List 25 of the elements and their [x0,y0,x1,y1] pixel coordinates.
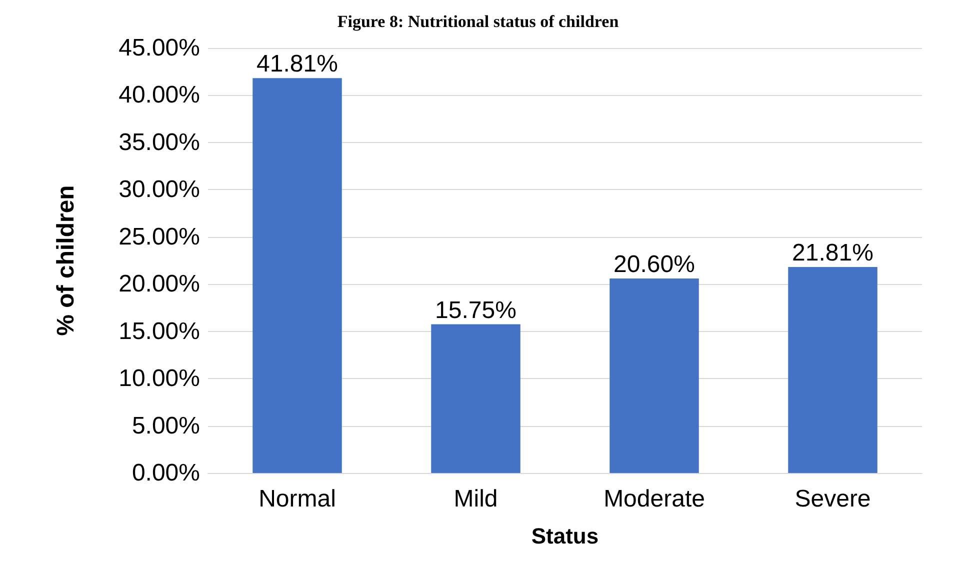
data-label: 41.81% [256,50,338,78]
x-axis-title: Status [531,524,599,548]
chart-title: Figure 8: Nutritional status of children [337,12,620,31]
y-tick-label: 25.00% [118,223,200,250]
y-tick-label: 10.00% [118,365,200,392]
y-tick-label: 35.00% [118,128,200,156]
y-tick-label: 40.00% [118,82,200,109]
y-tick-label: 30.00% [118,176,200,204]
y-tick-label: 0.00% [132,460,200,486]
x-tick-label: Normal [258,486,336,512]
y-axis-title: % of children [52,185,80,336]
bar [610,278,699,473]
data-label: 20.60% [614,250,695,278]
bar [252,78,342,473]
y-tick-label: 5.00% [132,412,200,440]
y-tick-label: 15.00% [118,318,200,345]
data-label: 15.75% [435,296,516,324]
data-label: 21.81% [792,240,874,267]
x-tick-label: Mild [454,486,498,512]
x-tick-label: Moderate [604,486,705,512]
y-tick-label: 45.00% [118,34,200,62]
bar [788,267,878,473]
x-tick-label: Severe [794,486,871,512]
y-tick-label: 20.00% [118,270,200,298]
bar [431,324,520,473]
